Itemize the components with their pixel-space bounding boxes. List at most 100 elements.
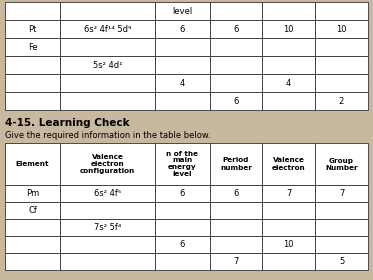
Text: 7: 7 <box>339 189 344 198</box>
Bar <box>5 185 60 202</box>
Text: 7: 7 <box>233 257 239 266</box>
Bar <box>60 219 155 236</box>
Bar <box>155 219 210 236</box>
Bar <box>210 202 262 219</box>
Bar <box>60 92 155 110</box>
Bar <box>210 219 262 236</box>
Bar <box>315 56 368 74</box>
Bar <box>155 74 210 92</box>
Bar <box>315 185 368 202</box>
Bar <box>262 56 315 74</box>
Text: Fe: Fe <box>28 43 37 52</box>
Bar <box>210 56 262 74</box>
Bar <box>315 20 368 38</box>
Text: 4: 4 <box>180 78 185 87</box>
Bar <box>315 2 368 20</box>
Bar <box>262 74 315 92</box>
Bar <box>5 219 60 236</box>
Bar <box>60 202 155 219</box>
Bar <box>5 92 60 110</box>
Bar <box>5 38 60 56</box>
Text: 6: 6 <box>180 25 185 34</box>
Text: 10: 10 <box>283 25 294 34</box>
Text: Period
number: Period number <box>220 157 252 171</box>
Bar <box>262 236 315 253</box>
Bar <box>155 2 210 20</box>
Bar <box>210 143 262 185</box>
Bar <box>210 253 262 270</box>
Bar <box>315 38 368 56</box>
Bar <box>210 38 262 56</box>
Text: 7s² 5f⁴: 7s² 5f⁴ <box>94 223 121 232</box>
Bar <box>315 236 368 253</box>
Text: Give the required information in the table below.: Give the required information in the tab… <box>5 131 211 140</box>
Bar <box>155 185 210 202</box>
Text: 4: 4 <box>286 78 291 87</box>
Bar <box>60 236 155 253</box>
Bar <box>5 56 60 74</box>
Bar <box>210 20 262 38</box>
Text: 2: 2 <box>339 97 344 106</box>
Text: Valence
electron: Valence electron <box>272 157 305 171</box>
Bar <box>155 236 210 253</box>
Bar <box>60 185 155 202</box>
Bar <box>262 253 315 270</box>
Text: 6s² 4f¹⁴ 5d⁹: 6s² 4f¹⁴ 5d⁹ <box>84 25 131 34</box>
Bar <box>315 219 368 236</box>
Bar <box>262 38 315 56</box>
Bar <box>210 92 262 110</box>
Bar <box>155 253 210 270</box>
Text: 6: 6 <box>180 189 185 198</box>
Bar <box>60 20 155 38</box>
Bar <box>60 56 155 74</box>
Bar <box>60 2 155 20</box>
Bar <box>60 74 155 92</box>
Bar <box>315 202 368 219</box>
Bar <box>60 253 155 270</box>
Bar <box>262 185 315 202</box>
Bar <box>155 202 210 219</box>
Text: Pm: Pm <box>26 189 39 198</box>
Bar <box>262 202 315 219</box>
Text: level: level <box>172 6 192 15</box>
Text: 6: 6 <box>180 240 185 249</box>
Text: 6s² 4f⁵: 6s² 4f⁵ <box>94 189 121 198</box>
Bar <box>5 236 60 253</box>
Bar <box>262 20 315 38</box>
Bar <box>155 38 210 56</box>
Text: 10: 10 <box>336 25 347 34</box>
Bar <box>210 236 262 253</box>
Text: 5s² 4d¹: 5s² 4d¹ <box>93 60 122 69</box>
Text: Cf: Cf <box>28 206 37 215</box>
Bar <box>155 56 210 74</box>
Text: 4-15. Learning Check: 4-15. Learning Check <box>5 118 130 128</box>
Text: n of the
main
energy
level: n of the main energy level <box>166 151 198 178</box>
Text: 6: 6 <box>233 97 239 106</box>
Bar <box>155 143 210 185</box>
Bar <box>210 2 262 20</box>
Bar <box>5 20 60 38</box>
Text: 5: 5 <box>339 257 344 266</box>
Text: Valence
electron
configuration: Valence electron configuration <box>80 154 135 174</box>
Bar <box>315 253 368 270</box>
Text: 10: 10 <box>283 240 294 249</box>
Bar <box>315 143 368 185</box>
Text: 6: 6 <box>233 189 239 198</box>
Bar <box>262 143 315 185</box>
Bar <box>60 38 155 56</box>
Bar <box>155 20 210 38</box>
Bar <box>262 92 315 110</box>
Text: 6: 6 <box>233 25 239 34</box>
Bar <box>5 74 60 92</box>
Bar <box>60 143 155 185</box>
Bar <box>5 202 60 219</box>
Bar <box>315 74 368 92</box>
Bar <box>5 143 60 185</box>
Bar <box>262 2 315 20</box>
Bar <box>210 185 262 202</box>
Text: Element: Element <box>16 161 49 167</box>
Text: Group
Number: Group Number <box>325 157 358 171</box>
Bar <box>315 92 368 110</box>
Bar <box>155 92 210 110</box>
Text: 7: 7 <box>286 189 291 198</box>
